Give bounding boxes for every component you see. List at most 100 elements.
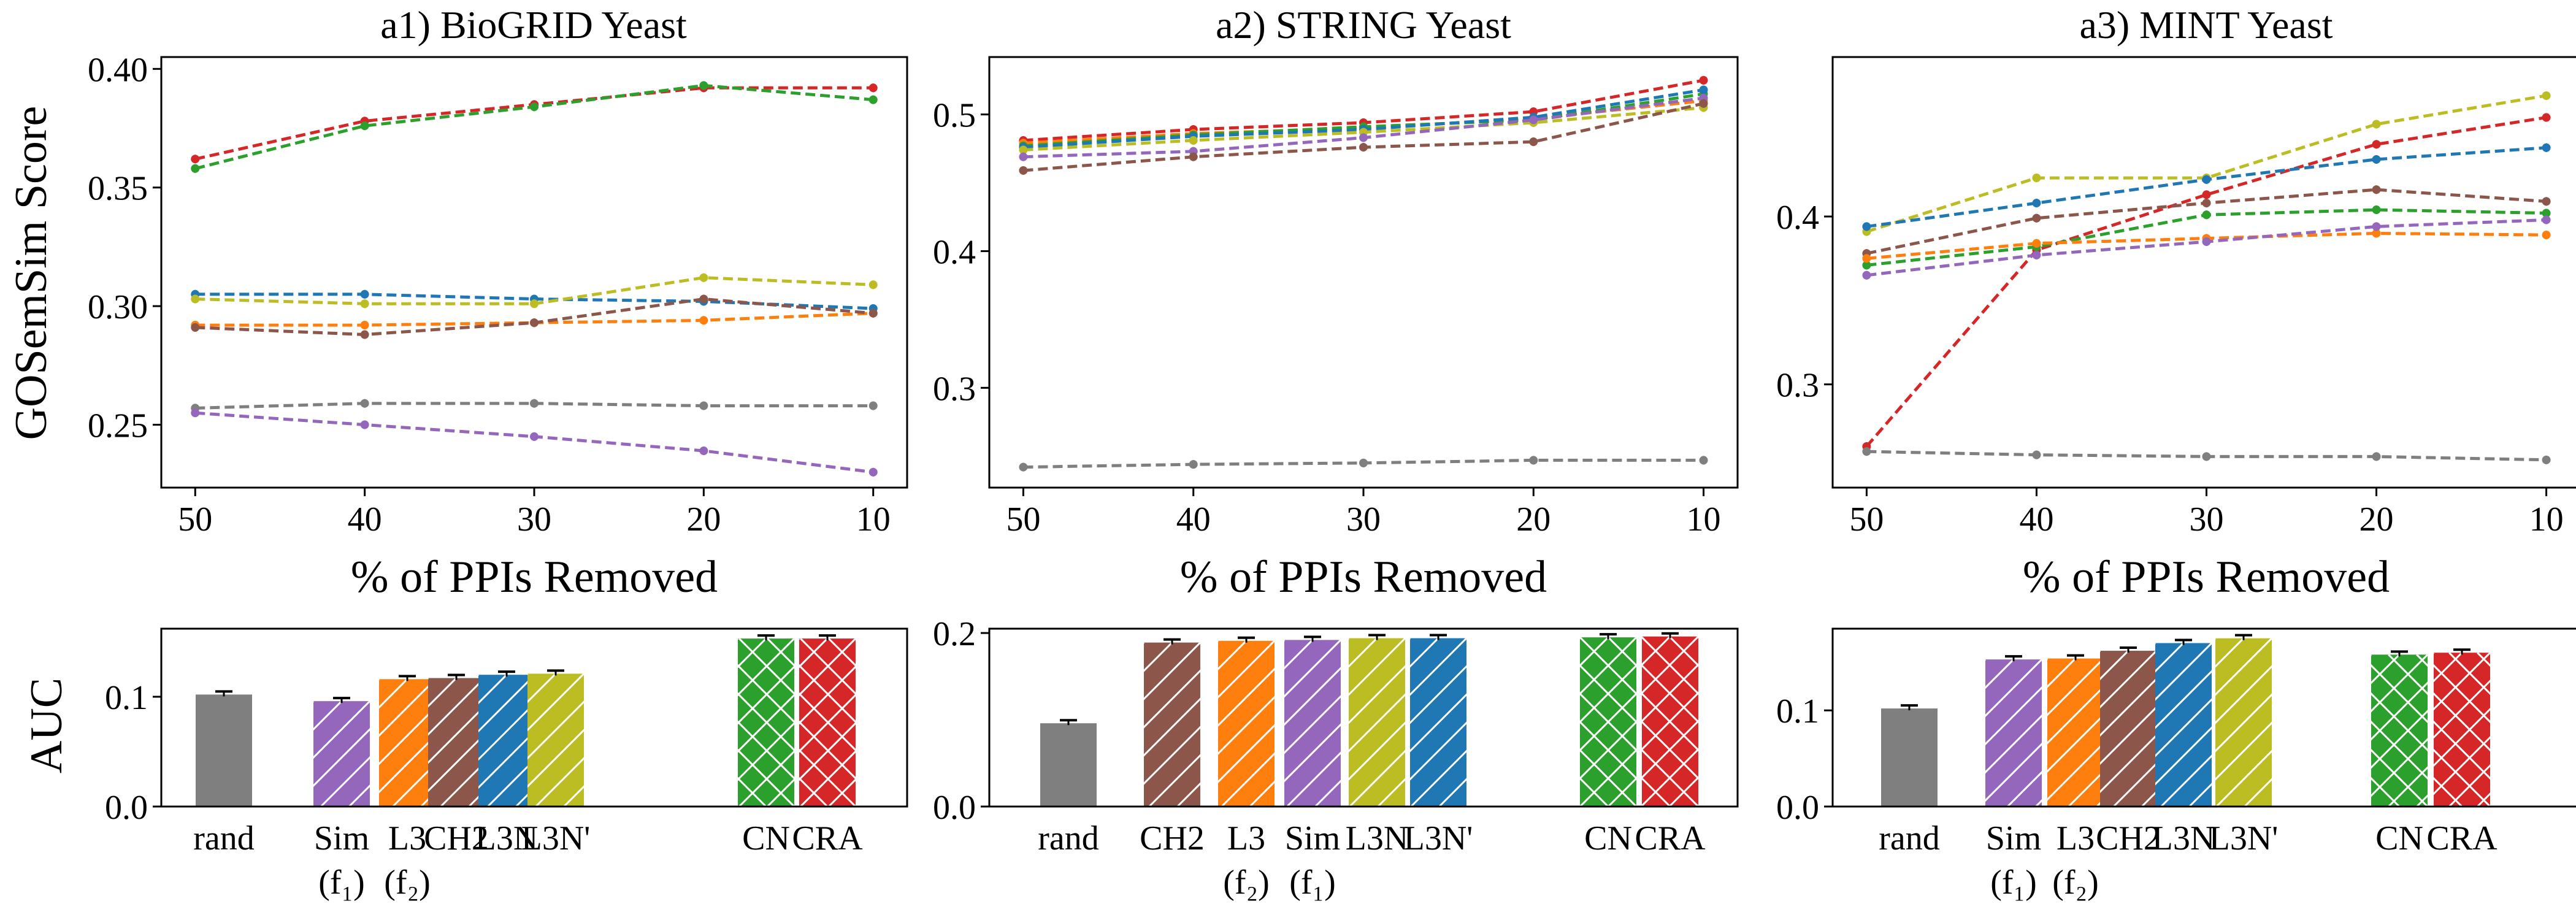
panel-a3-ticks: 0.3 0.4 50 40 30 20 10 (1776, 199, 2564, 539)
y-tick-label: 0.40 (88, 51, 148, 89)
hatch-line (2562, 653, 2576, 807)
category-sublabel: (f₁) (1289, 864, 1335, 902)
y-axis-label-gosemsim: GOSemSim Score (6, 106, 56, 440)
data-point (530, 399, 539, 408)
hatch-line (738, 720, 794, 780)
data-point (1529, 456, 1538, 465)
data-point (2032, 250, 2041, 259)
bar-cn (2371, 650, 2576, 807)
hatch-line (2388, 766, 2428, 807)
y-tick-label: 0.2 (933, 615, 976, 653)
hatch-line (799, 664, 856, 724)
data-point (2542, 143, 2551, 152)
data-point (868, 83, 878, 93)
hatch-line (880, 638, 1048, 807)
bar-ch2 (2100, 646, 2156, 807)
data-point (1529, 137, 1538, 147)
hatch-line (1349, 638, 1405, 696)
hatch-line (1642, 692, 1698, 752)
bar-l3n-prime (1410, 634, 1466, 807)
data-point (360, 420, 369, 429)
bar-hatch (478, 675, 535, 807)
data-point (360, 121, 369, 131)
bar-hatch (2434, 653, 2576, 807)
x-tick-label: 20 (686, 500, 721, 539)
hatch-line (2558, 654, 2576, 807)
data-point (2032, 199, 2041, 208)
hatch-line (2100, 651, 2129, 681)
hatch-line (2047, 685, 2104, 745)
bar-rand (1040, 719, 1097, 807)
hatch-line (582, 678, 710, 807)
hatch-line (2534, 653, 2576, 807)
category-label: L3 (388, 819, 426, 857)
x-tick-label: 10 (2529, 500, 2564, 539)
bar-hatch (1284, 640, 1341, 807)
bar-cn (1580, 633, 1636, 807)
hatch-line (527, 729, 584, 788)
hatch-line (2477, 792, 2490, 807)
data-point (1862, 261, 1871, 270)
hatch-line (1668, 636, 1698, 667)
hatch-line (2434, 748, 2490, 807)
data-point (2372, 222, 2381, 231)
hatch-line (313, 701, 370, 759)
data-point (2372, 120, 2381, 129)
hatch-line (1148, 754, 1200, 807)
series-line (1865, 116, 2547, 448)
hatch-line (799, 721, 856, 781)
data-point (2542, 91, 2551, 100)
bar-l3n (1349, 634, 1405, 807)
hatch-line (2505, 653, 2576, 807)
hatch-line (2371, 748, 2428, 807)
data-point (191, 408, 200, 418)
bar-cn (738, 634, 1048, 807)
panel-title: a1) BioGRID Yeast (380, 3, 687, 47)
hatch-line (2434, 776, 2463, 807)
bar-panel-2-bars (1040, 632, 1698, 807)
hatch-line (1410, 638, 1439, 668)
bar-rand (196, 690, 252, 807)
hatch-line (1349, 693, 1405, 753)
bar-cra (2434, 648, 2576, 807)
bar-l3n-prime (2215, 634, 2272, 807)
x-tick-label: 10 (1687, 500, 1721, 539)
data-point (1019, 145, 1028, 155)
bar-sim (313, 697, 370, 807)
hatch-line (428, 733, 485, 792)
data-point (1189, 460, 1198, 469)
hatch-line (1218, 640, 1275, 699)
hatch-line (2215, 693, 2272, 753)
panel-a3: a3) MINT Yeast 0.3 0.4 50 40 30 20 10 % of PPI… (1776, 3, 2576, 602)
hatch-line (527, 700, 584, 760)
hatch-line (800, 638, 856, 696)
hatch-line (2215, 638, 2245, 668)
hatch-line (2112, 762, 2156, 807)
panel-a1-ticks: 0.25 0.30 0.35 0.40 50 40 30 20 10 (88, 51, 891, 539)
hatch-line (527, 673, 557, 703)
hatch-line (1410, 749, 1466, 807)
hatch-line (478, 675, 508, 705)
x-tick-label: 50 (1849, 500, 1884, 539)
y-tick-label: 0.4 (933, 233, 976, 271)
data-point (191, 164, 200, 173)
x-tick-label: 50 (178, 500, 212, 539)
hatch-line (1580, 664, 1636, 724)
x-tick-label: 50 (1006, 500, 1040, 539)
hatch-line (2388, 654, 2428, 696)
data-point (699, 294, 708, 304)
data-point (2542, 113, 2551, 122)
category-label: CRA (1635, 819, 1706, 857)
hatch-line (738, 749, 794, 807)
category-label: Sim (1285, 819, 1340, 857)
hatch-line (2047, 742, 2104, 801)
data-point (2372, 229, 2381, 238)
hatch-line (2100, 677, 2156, 737)
hatch-line (799, 692, 856, 752)
data-point (2372, 205, 2381, 215)
bar-fill (313, 701, 370, 807)
data-point (2032, 213, 2041, 223)
